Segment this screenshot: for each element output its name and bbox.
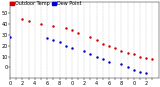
Legend: Outdoor Temp, Dew Point: Outdoor Temp, Dew Point — [11, 1, 81, 6]
